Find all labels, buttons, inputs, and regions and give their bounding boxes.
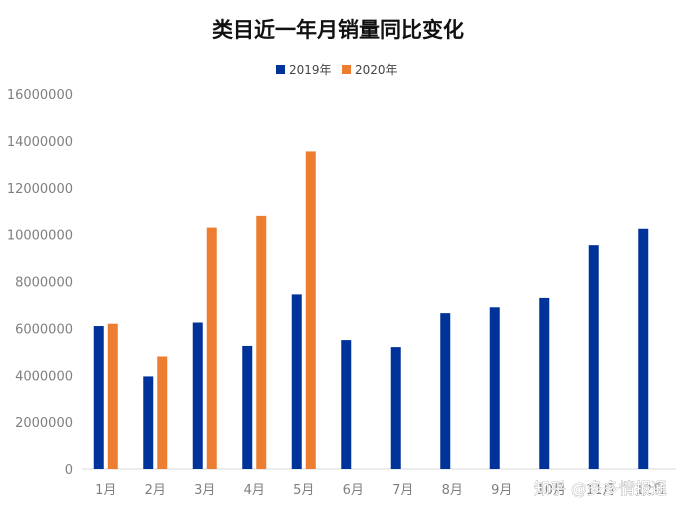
y-tick-label: 0 — [65, 463, 73, 478]
y-axis: 0 2000000 4000000 6000000 8000000 10000000 120… — [7, 88, 73, 478]
bars — [93, 151, 649, 469]
bar-2020年-3月 — [206, 227, 217, 469]
bar-2019年-9月 — [489, 307, 500, 469]
bar-2019年-4月 — [242, 345, 253, 469]
x-tick-label: 10月 — [536, 483, 566, 498]
legend-swatch-2019 — [276, 65, 285, 74]
bar-2020年-5月 — [305, 151, 316, 469]
legend-swatch-2020 — [342, 65, 351, 74]
bar-2019年-7月 — [390, 347, 401, 469]
y-tick-label: 10000000 — [7, 229, 73, 244]
y-tick-label: 14000000 — [7, 135, 73, 150]
x-tick-label: 11月 — [586, 483, 616, 498]
bar-2019年-6月 — [341, 340, 352, 469]
x-axis: 1月 2月 3月 4月 5月 6月 7月 8月 9月 10月 11月 12月 — [95, 483, 665, 498]
x-tick-label: 8月 — [442, 483, 463, 498]
watermark: 知乎 @多多情报通 — [534, 479, 667, 498]
x-tick-label: 5月 — [293, 483, 314, 498]
y-tick-label: 2000000 — [15, 416, 73, 431]
y-tick-label: 12000000 — [7, 182, 73, 197]
y-tick-label: 6000000 — [15, 322, 73, 337]
legend-label-2019: 2019年 — [289, 63, 332, 77]
bar-2019年-5月 — [291, 294, 302, 469]
legend: 2019年 2020年 — [276, 63, 398, 77]
y-tick-label: 16000000 — [7, 88, 73, 103]
x-tick-label: 1月 — [95, 483, 116, 498]
x-tick-label: 7月 — [392, 483, 413, 498]
bar-2019年-10月 — [539, 297, 550, 469]
bar-2019年-3月 — [192, 322, 203, 469]
bar-2020年-2月 — [157, 356, 168, 469]
bar-2020年-4月 — [256, 215, 267, 469]
bar-2019年-12月 — [638, 228, 649, 469]
y-tick-label: 8000000 — [15, 276, 73, 291]
bar-2019年-11月 — [588, 245, 599, 469]
bar-2019年-8月 — [440, 313, 451, 469]
x-tick-label: 9月 — [491, 483, 512, 498]
bar-2020年-1月 — [107, 323, 118, 469]
x-tick-label: 6月 — [343, 483, 364, 498]
x-tick-label: 12月 — [635, 483, 665, 498]
chart-title: 类目近一年月销量同比变化 — [212, 18, 464, 42]
x-tick-label: 4月 — [244, 483, 265, 498]
bar-2019年-2月 — [143, 376, 154, 469]
x-tick-label: 2月 — [145, 483, 166, 498]
bar-2019年-1月 — [93, 326, 104, 469]
x-tick-label: 3月 — [194, 483, 215, 498]
y-tick-label: 4000000 — [15, 369, 73, 384]
legend-label-2020: 2020年 — [355, 63, 398, 77]
